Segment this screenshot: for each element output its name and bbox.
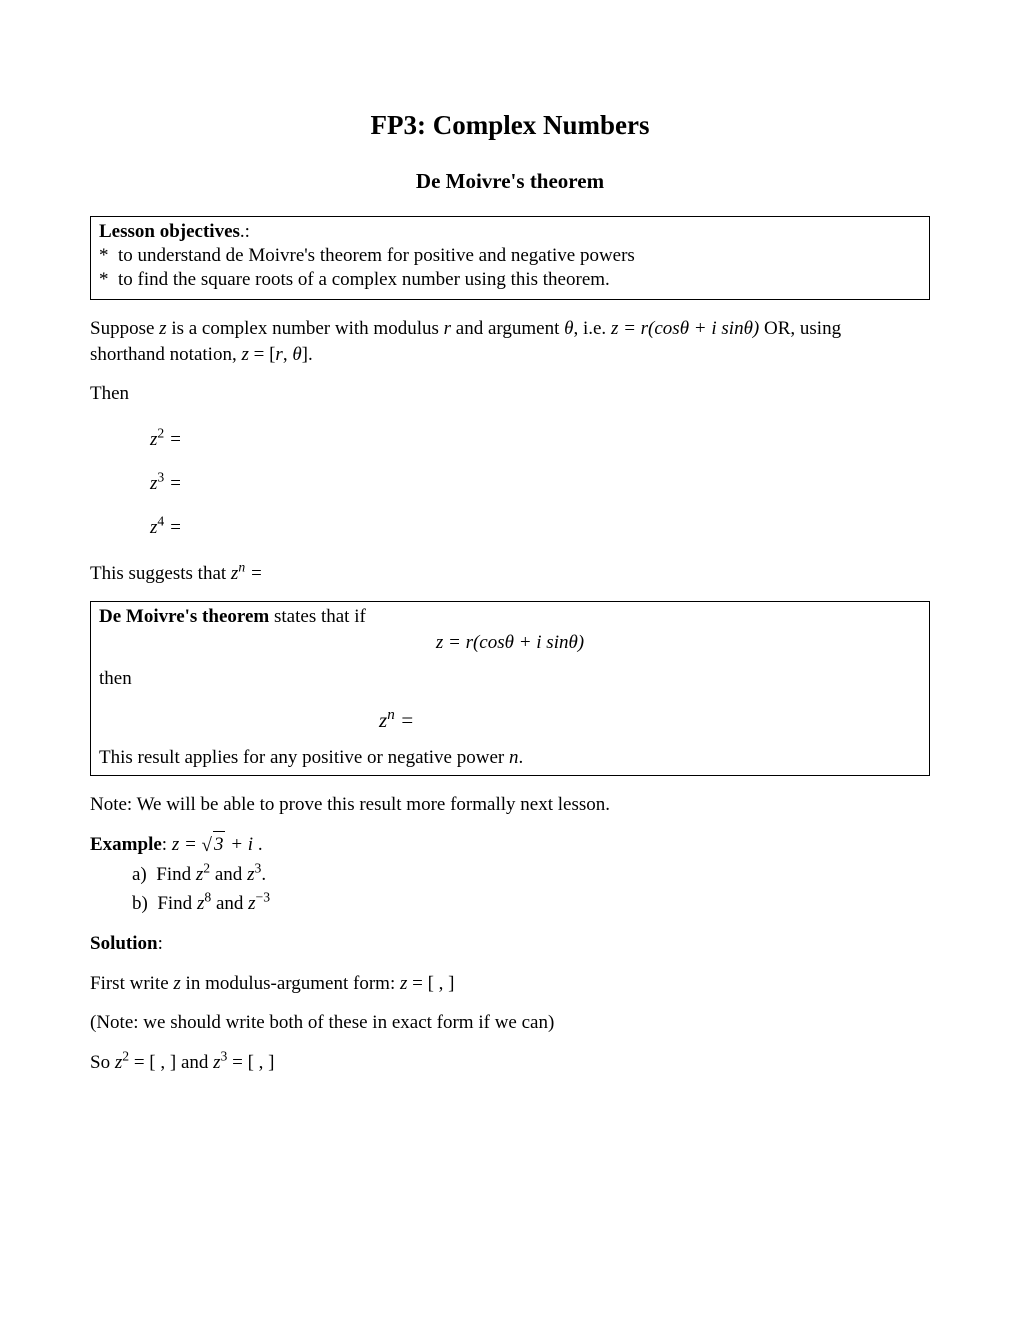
solution-line3: So z2 = [ , ] and z3 = [ , ] [90, 1050, 930, 1076]
solution-line1: First write z in modulus-argument form: … [90, 971, 930, 997]
example-item-a: a) Find z2 and z3. [132, 862, 930, 888]
example-list: a) Find z2 and z3. b) Find z8 and z−3 [132, 862, 930, 917]
theorem-then: then [99, 668, 921, 690]
document-page: FP3: Complex Numbers De Moivre's theorem… [0, 0, 1020, 1150]
page-subtitle: De Moivre's theorem [90, 169, 930, 194]
solution-note: (Note: we should write both of these in … [90, 1010, 930, 1036]
solution-heading: Solution: [90, 931, 930, 957]
z-squared: z2 = [150, 429, 930, 451]
objectives-heading: Lesson objectives [99, 221, 240, 242]
z-fourth: z4 = [150, 517, 930, 539]
power-list: z2 = z3 = z4 = [150, 429, 930, 539]
page-title: FP3: Complex Numbers [90, 110, 930, 141]
objectives-box: Lesson objectives.: * to understand de M… [90, 216, 930, 300]
then-label: Then [90, 381, 930, 407]
intro-paragraph: Suppose z is a complex number with modul… [90, 316, 930, 367]
example-item-b: b) Find z8 and z−3 [132, 891, 930, 917]
objective-item: * to find the square roots of a complex … [99, 269, 921, 291]
sqrt-icon: 3 [202, 831, 226, 858]
objectives-heading-line: Lesson objectives.: [99, 221, 921, 243]
theorem-eq2: zn = [99, 708, 921, 733]
formula-polar: z = r(cosθ + i sinθ) [611, 318, 759, 339]
z-cubed: z3 = [150, 473, 930, 495]
theorem-eq1: z = r(cosθ + i sinθ) [99, 632, 921, 654]
example-block: Example: z = 3 + i . a) Find z2 and z3. … [90, 831, 930, 917]
theorem-footer: This result applies for any positive or … [99, 747, 921, 769]
theorem-box: De Moivre's theorem states that if z = r… [90, 601, 930, 776]
objective-item: * to understand de Moivre's theorem for … [99, 245, 921, 267]
note-line: Note: We will be able to prove this resu… [90, 792, 930, 818]
suggests-line: This suggests that zn = [90, 561, 930, 587]
theorem-line1: De Moivre's theorem states that if [99, 606, 921, 628]
